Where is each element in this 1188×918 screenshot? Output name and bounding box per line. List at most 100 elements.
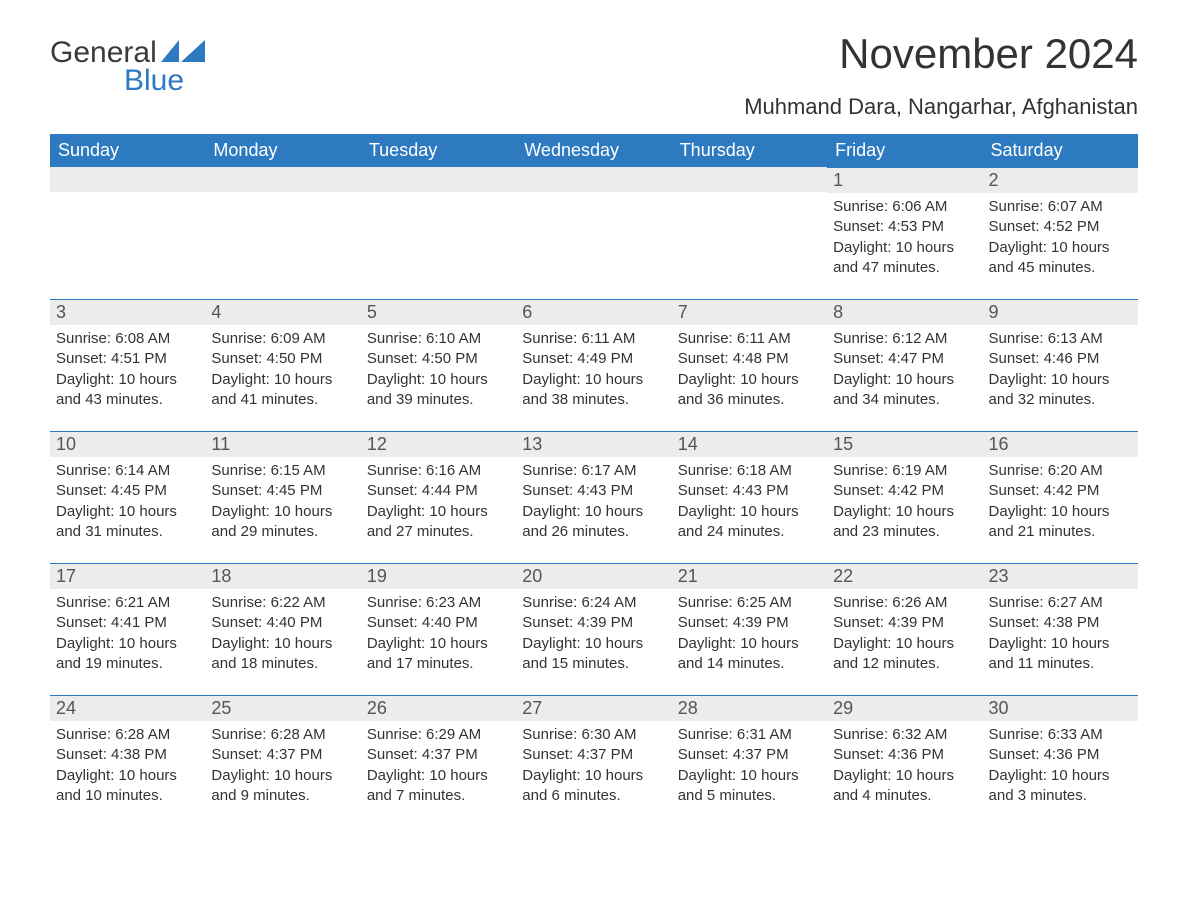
day-number-blank	[50, 167, 205, 192]
sunset: Sunset: 4:53 PM	[833, 217, 976, 237]
day-number: 26	[361, 695, 516, 721]
calendar-cell: 27Sunrise: 6:30 AMSunset: 4:37 PMDayligh…	[516, 695, 671, 827]
daylight: Daylight: 10 hours and 29 minutes.	[211, 502, 354, 543]
sunset: Sunset: 4:46 PM	[989, 349, 1132, 369]
calendar-cell: 22Sunrise: 6:26 AMSunset: 4:39 PMDayligh…	[827, 563, 982, 695]
day-number-blank	[516, 167, 671, 192]
calendar-cell-blank	[205, 167, 360, 299]
day-details: Sunrise: 6:31 AMSunset: 4:37 PMDaylight:…	[672, 721, 827, 808]
sunrise: Sunrise: 6:11 AM	[678, 329, 821, 349]
day-details: Sunrise: 6:22 AMSunset: 4:40 PMDaylight:…	[205, 589, 360, 676]
day-number: 8	[827, 299, 982, 325]
sunset: Sunset: 4:36 PM	[833, 745, 976, 765]
day-details: Sunrise: 6:21 AMSunset: 4:41 PMDaylight:…	[50, 589, 205, 676]
day-details: Sunrise: 6:12 AMSunset: 4:47 PMDaylight:…	[827, 325, 982, 412]
calendar-cell: 3Sunrise: 6:08 AMSunset: 4:51 PMDaylight…	[50, 299, 205, 431]
sunset: Sunset: 4:37 PM	[522, 745, 665, 765]
calendar-cell: 7 Sunrise: 6:11 AMSunset: 4:48 PMDaylight…	[672, 299, 827, 431]
day-number: 23	[983, 563, 1138, 589]
day-details: Sunrise: 6:07 AMSunset: 4:52 PMDaylight:…	[983, 193, 1138, 280]
day-number-blank	[205, 167, 360, 192]
calendar-cell: 19Sunrise: 6:23 AMSunset: 4:40 PMDayligh…	[361, 563, 516, 695]
calendar-table: SundayMondayTuesdayWednesdayThursdayFrid…	[50, 134, 1138, 827]
calendar-cell: 1Sunrise: 6:06 AMSunset: 4:53 PMDaylight…	[827, 167, 982, 299]
day-number: 12	[361, 431, 516, 457]
calendar-cell: 29Sunrise: 6:32 AMSunset: 4:36 PMDayligh…	[827, 695, 982, 827]
day-number-blank	[361, 167, 516, 192]
day-header: Thursday	[672, 134, 827, 167]
day-details: Sunrise: 6:06 AMSunset: 4:53 PMDaylight:…	[827, 193, 982, 280]
day-details: Sunrise: 6:32 AMSunset: 4:36 PMDaylight:…	[827, 721, 982, 808]
day-details: Sunrise: 6:09 AMSunset: 4:50 PMDaylight:…	[205, 325, 360, 412]
day-details: Sunrise: 6:11 AMSunset: 4:49 PMDaylight:…	[516, 325, 671, 412]
day-number: 28	[672, 695, 827, 721]
day-number: 22	[827, 563, 982, 589]
sunrise: Sunrise: 6:12 AM	[833, 329, 976, 349]
sunset: Sunset: 4:50 PM	[211, 349, 354, 369]
day-number: 14	[672, 431, 827, 457]
daylight: Daylight: 10 hours and 18 minutes.	[211, 634, 354, 675]
day-header: Saturday	[983, 134, 1138, 167]
daylight: Daylight: 10 hours and 5 minutes.	[678, 766, 821, 807]
sunset: Sunset: 4:48 PM	[678, 349, 821, 369]
day-number: 10	[50, 431, 205, 457]
sunset: Sunset: 4:45 PM	[56, 481, 199, 501]
sunrise: Sunrise: 6:16 AM	[367, 461, 510, 481]
day-details: Sunrise: 6:29 AMSunset: 4:37 PMDaylight:…	[361, 721, 516, 808]
calendar-cell: 4Sunrise: 6:09 AMSunset: 4:50 PMDaylight…	[205, 299, 360, 431]
day-number: 25	[205, 695, 360, 721]
sunset: Sunset: 4:41 PM	[56, 613, 199, 633]
day-details: Sunrise: 6:08 AMSunset: 4:51 PMDaylight:…	[50, 325, 205, 412]
sunrise: Sunrise: 6:19 AM	[833, 461, 976, 481]
calendar-cell-blank	[516, 167, 671, 299]
sunrise: Sunrise: 6:32 AM	[833, 725, 976, 745]
sunset: Sunset: 4:38 PM	[56, 745, 199, 765]
daylight: Daylight: 10 hours and 12 minutes.	[833, 634, 976, 675]
daylight: Daylight: 10 hours and 17 minutes.	[367, 634, 510, 675]
sunset: Sunset: 4:39 PM	[522, 613, 665, 633]
daylight: Daylight: 10 hours and 4 minutes.	[833, 766, 976, 807]
daylight: Daylight: 10 hours and 19 minutes.	[56, 634, 199, 675]
sunset: Sunset: 4:50 PM	[367, 349, 510, 369]
daylight: Daylight: 10 hours and 36 minutes.	[678, 370, 821, 411]
day-number: 7	[672, 299, 827, 325]
calendar-cell: 10Sunrise: 6:14 AMSunset: 4:45 PMDayligh…	[50, 431, 205, 563]
day-details: Sunrise: 6:15 AMSunset: 4:45 PMDaylight:…	[205, 457, 360, 544]
daylight: Daylight: 10 hours and 6 minutes.	[522, 766, 665, 807]
sunset: Sunset: 4:49 PM	[522, 349, 665, 369]
calendar-cell: 28Sunrise: 6:31 AMSunset: 4:37 PMDayligh…	[672, 695, 827, 827]
daylight: Daylight: 10 hours and 43 minutes.	[56, 370, 199, 411]
day-details: Sunrise: 6:25 AMSunset: 4:39 PMDaylight:…	[672, 589, 827, 676]
sunrise: Sunrise: 6:28 AM	[56, 725, 199, 745]
sunrise: Sunrise: 6:33 AM	[989, 725, 1132, 745]
day-number: 30	[983, 695, 1138, 721]
calendar-cell: 24Sunrise: 6:28 AMSunset: 4:38 PMDayligh…	[50, 695, 205, 827]
calendar-cell: 20Sunrise: 6:24 AMSunset: 4:39 PMDayligh…	[516, 563, 671, 695]
day-number: 11	[205, 431, 360, 457]
day-details: Sunrise: 6:19 AMSunset: 4:42 PMDaylight:…	[827, 457, 982, 544]
calendar-cell-blank	[672, 167, 827, 299]
sunset: Sunset: 4:40 PM	[211, 613, 354, 633]
day-details: Sunrise: 6:16 AMSunset: 4:44 PMDaylight:…	[361, 457, 516, 544]
day-number: 6	[516, 299, 671, 325]
sunrise: Sunrise: 6:15 AM	[211, 461, 354, 481]
sunset: Sunset: 4:42 PM	[989, 481, 1132, 501]
header-row: SundayMondayTuesdayWednesdayThursdayFrid…	[50, 134, 1138, 167]
calendar-week: 24Sunrise: 6:28 AMSunset: 4:38 PMDayligh…	[50, 695, 1138, 827]
calendar-cell: 25Sunrise: 6:28 AMSunset: 4:37 PMDayligh…	[205, 695, 360, 827]
day-number-blank	[672, 167, 827, 192]
daylight: Daylight: 10 hours and 14 minutes.	[678, 634, 821, 675]
calendar-cell: 9Sunrise: 6:13 AMSunset: 4:46 PMDaylight…	[983, 299, 1138, 431]
day-number: 21	[672, 563, 827, 589]
day-number: 16	[983, 431, 1138, 457]
day-number: 15	[827, 431, 982, 457]
daylight: Daylight: 10 hours and 34 minutes.	[833, 370, 976, 411]
calendar-cell-blank	[50, 167, 205, 299]
day-number: 5	[361, 299, 516, 325]
calendar-cell: 12Sunrise: 6:16 AMSunset: 4:44 PMDayligh…	[361, 431, 516, 563]
sunrise: Sunrise: 6:25 AM	[678, 593, 821, 613]
sunrise: Sunrise: 6:23 AM	[367, 593, 510, 613]
daylight: Daylight: 10 hours and 41 minutes.	[211, 370, 354, 411]
calendar-cell: 21Sunrise: 6:25 AMSunset: 4:39 PMDayligh…	[672, 563, 827, 695]
logo-word2: Blue	[124, 64, 205, 98]
